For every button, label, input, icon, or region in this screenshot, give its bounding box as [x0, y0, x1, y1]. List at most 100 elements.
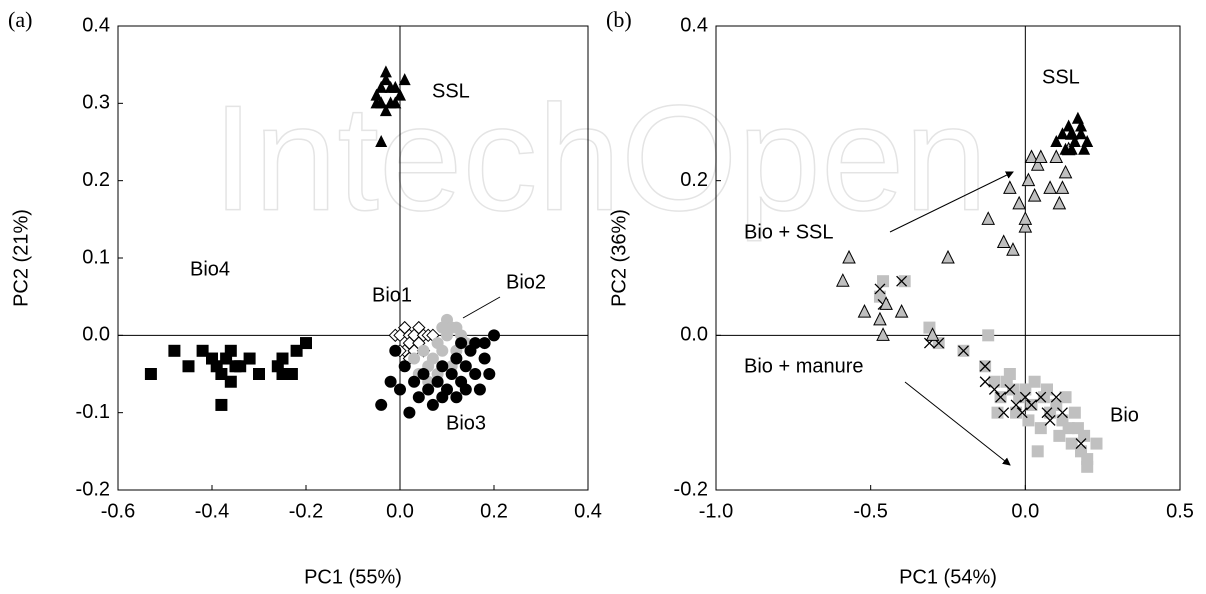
x-axis-label: PC1 (55%) [304, 566, 402, 588]
point [394, 383, 406, 396]
point [1034, 422, 1047, 435]
point [403, 406, 416, 419]
point [1028, 375, 1041, 388]
point [412, 391, 425, 404]
point [1049, 149, 1064, 163]
point [224, 344, 237, 357]
point [224, 375, 237, 388]
x-tick-label: -0.4 [195, 500, 229, 522]
point [1026, 399, 1037, 411]
y-axis-label: PC2 (21%) [10, 209, 32, 307]
y-tick-label: -0.1 [76, 401, 110, 423]
point [436, 391, 449, 404]
point [1059, 391, 1072, 404]
point [459, 360, 472, 373]
point [1056, 407, 1068, 419]
point [979, 376, 991, 388]
point [1010, 399, 1022, 411]
point [450, 321, 463, 334]
point [478, 352, 491, 365]
point [1018, 218, 1033, 233]
point [1021, 172, 1036, 187]
point [873, 311, 887, 326]
point [1027, 188, 1042, 202]
point [1012, 195, 1026, 210]
point [873, 290, 886, 303]
point [998, 407, 1010, 419]
point [375, 135, 388, 147]
point [995, 391, 1007, 403]
point [981, 211, 996, 225]
point [417, 368, 430, 380]
point [243, 352, 256, 365]
point [436, 321, 449, 334]
x-tick-label: 0.4 [574, 500, 602, 522]
x-tick-label: 0.0 [1011, 500, 1039, 522]
point [1033, 149, 1048, 163]
point [1004, 384, 1016, 395]
point [285, 368, 298, 380]
annotation: SSL [432, 80, 470, 102]
panel-label: (a) [8, 7, 32, 32]
leader-line [462, 296, 501, 319]
point [979, 360, 991, 372]
point [988, 375, 1001, 388]
y-tick-label: 0.2 [680, 169, 708, 191]
point [1052, 195, 1067, 210]
point [445, 368, 458, 380]
point [426, 352, 439, 365]
point [455, 337, 468, 350]
y-axis-label: PC2 (36%) [608, 209, 630, 307]
point [1024, 149, 1039, 163]
point [1081, 460, 1094, 473]
point [300, 337, 312, 350]
y-tick-label: 0.1 [82, 246, 110, 268]
point [1041, 407, 1053, 419]
point [988, 384, 1000, 395]
point [483, 368, 496, 380]
point [422, 383, 435, 396]
point [459, 383, 472, 396]
point [996, 234, 1011, 249]
x-tick-label: -0.5 [853, 500, 887, 522]
point [1050, 398, 1063, 411]
point [1050, 391, 1062, 403]
point [879, 296, 893, 310]
point [1030, 157, 1045, 171]
point [857, 304, 872, 318]
y-tick-label: -0.2 [674, 478, 708, 500]
point [144, 368, 157, 380]
point [253, 368, 265, 380]
point [379, 104, 392, 117]
annotation: Bio3 [446, 412, 486, 434]
y-tick-label: 0.0 [680, 324, 708, 346]
point [436, 344, 449, 357]
point [836, 273, 850, 287]
point [1050, 135, 1063, 147]
point [398, 360, 411, 373]
point [1040, 383, 1053, 396]
point [876, 327, 890, 341]
point [215, 398, 228, 411]
watermark: IntechOpen [212, 74, 988, 242]
point [1003, 180, 1017, 194]
x-tick-label: 0.0 [386, 500, 414, 522]
annotation: Bio + manure [744, 355, 864, 377]
point [290, 344, 303, 357]
point [1022, 414, 1035, 427]
point [450, 352, 463, 365]
point [370, 88, 383, 101]
point [276, 368, 289, 380]
point [1075, 119, 1088, 132]
x-tick-label: -1.0 [699, 500, 733, 522]
point [842, 249, 856, 264]
annotation: Bio1 [372, 284, 412, 306]
point [389, 96, 402, 109]
point [1090, 437, 1103, 450]
point [1062, 422, 1075, 435]
point [182, 360, 195, 373]
point [1031, 445, 1044, 458]
point [389, 80, 402, 93]
point [210, 360, 223, 373]
